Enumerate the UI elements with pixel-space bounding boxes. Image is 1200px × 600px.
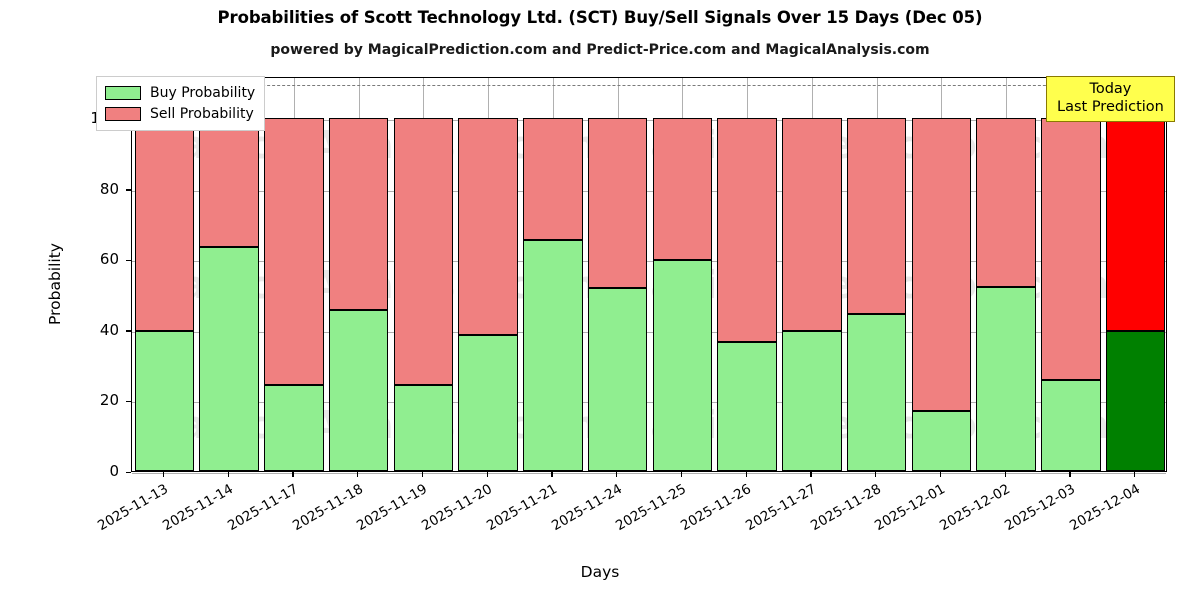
- bar-segment-buy[interactable]: [587, 288, 648, 471]
- bar-group[interactable]: [1041, 76, 1101, 471]
- bar-group[interactable]: [393, 76, 454, 471]
- bar-segment-sell[interactable]: [328, 118, 389, 311]
- x-tick-mark: [1134, 472, 1136, 477]
- bar-segment-buy[interactable]: [911, 411, 972, 471]
- bar-segment-sell[interactable]: [1105, 118, 1166, 331]
- bar-group[interactable]: [652, 76, 713, 471]
- bar-segment-buy[interactable]: [393, 385, 454, 471]
- bar-group[interactable]: [264, 76, 324, 471]
- y-axis-label: Probability: [46, 243, 64, 325]
- x-tick-mark: [551, 472, 553, 477]
- bar-group[interactable]: [911, 76, 972, 471]
- bar-segment-buy[interactable]: [846, 313, 907, 471]
- bar-segment-buy[interactable]: [134, 331, 195, 471]
- today-annotation: Today Last Prediction: [1046, 76, 1175, 122]
- y-tick-mark: [126, 400, 131, 403]
- x-tick-mark: [939, 472, 942, 477]
- y-tick-label: 60: [99, 250, 119, 269]
- bar-group[interactable]: [782, 76, 842, 471]
- reference-dashed-line: [132, 85, 1166, 87]
- bar-group[interactable]: [134, 76, 195, 471]
- x-tick-mark: [162, 472, 165, 477]
- y-tick-label: 20: [99, 391, 119, 410]
- plot-area: MagicalAnalysis.comMagicalPrediction.com…: [131, 76, 1167, 474]
- x-tick-mark: [1004, 472, 1006, 477]
- y-tick-mark: [126, 471, 131, 473]
- bar-segment-sell[interactable]: [264, 118, 324, 386]
- today-annotation-line1: Today: [1089, 81, 1132, 97]
- bar-segment-buy[interactable]: [264, 385, 324, 471]
- legend-item[interactable]: Buy Probability: [105, 82, 255, 103]
- today-annotation-line2: Last Prediction: [1057, 99, 1164, 115]
- gridline-horizontal: [132, 261, 1166, 263]
- bar-segment-buy[interactable]: [1105, 330, 1166, 471]
- plot-inner: MagicalAnalysis.comMagicalPrediction.com…: [132, 76, 1166, 474]
- legend-swatch-icon: [105, 106, 141, 121]
- y-tick-mark: [126, 330, 131, 332]
- y-tick-mark: [126, 189, 131, 191]
- bar-segment-sell[interactable]: [199, 118, 259, 248]
- gridline-horizontal: [132, 402, 1166, 404]
- x-tick-mark: [875, 472, 877, 477]
- y-tick-mark: [126, 259, 131, 262]
- bar-group[interactable]: [717, 76, 777, 471]
- bar-group[interactable]: [523, 76, 583, 471]
- bar-segment-buy[interactable]: [1041, 380, 1101, 471]
- x-axis-label: Days: [580, 563, 620, 581]
- bar-segment-sell[interactable]: [652, 118, 713, 261]
- x-tick-mark: [486, 472, 488, 477]
- gridline-horizontal: [132, 473, 1166, 474]
- bar-segment-buy[interactable]: [652, 260, 713, 471]
- bar-segment-sell[interactable]: [976, 118, 1036, 287]
- x-tick-mark: [421, 472, 424, 477]
- chart-title: Probabilities of Scott Technology Ltd. (…: [217, 8, 983, 27]
- gridline-horizontal: [132, 190, 1166, 192]
- x-tick-mark: [227, 472, 229, 477]
- bar-group[interactable]: [976, 76, 1036, 471]
- bar-segment-sell[interactable]: [911, 118, 972, 412]
- legend-item[interactable]: Sell Probability: [105, 103, 255, 124]
- bar-group[interactable]: [199, 76, 259, 471]
- bar-group[interactable]: [328, 76, 389, 471]
- bar-segment-buy[interactable]: [717, 341, 777, 471]
- bar-group[interactable]: [846, 76, 907, 471]
- legend-item-label: Buy Probability: [150, 84, 256, 101]
- chart-subtitle: powered by MagicalPrediction.com and Pre…: [270, 42, 930, 58]
- x-tick-mark: [810, 472, 812, 477]
- bar-segment-sell[interactable]: [458, 118, 518, 335]
- x-tick-mark: [616, 472, 618, 477]
- x-tick-mark: [1069, 472, 1071, 477]
- bar-segment-buy[interactable]: [976, 286, 1036, 471]
- bar-segment-sell[interactable]: [846, 118, 907, 314]
- bar-group[interactable]: [587, 76, 648, 471]
- y-tick-label: 40: [99, 320, 119, 339]
- bar-group-today[interactable]: [1105, 76, 1166, 471]
- bar-segment-sell[interactable]: [134, 118, 195, 332]
- bar-segment-sell[interactable]: [587, 118, 648, 289]
- x-tick-mark: [680, 472, 683, 477]
- chart-legend: Buy Probability Sell Probability: [96, 76, 266, 131]
- x-tick-mark: [357, 472, 359, 477]
- x-tick-mark: [745, 472, 747, 477]
- bar-segment-sell[interactable]: [782, 118, 842, 331]
- bar-segment-sell[interactable]: [1041, 118, 1101, 381]
- bar-group[interactable]: [458, 76, 518, 471]
- bar-segment-sell[interactable]: [393, 118, 454, 386]
- gridline-horizontal: [132, 331, 1166, 333]
- legend-swatch-icon: [105, 85, 141, 100]
- y-tick-label: 80: [99, 179, 119, 198]
- bar-segment-buy[interactable]: [523, 240, 583, 471]
- legend-item-label: Sell Probability: [150, 105, 254, 122]
- bar-segment-buy[interactable]: [782, 331, 842, 471]
- bar-segment-buy[interactable]: [458, 334, 518, 471]
- bar-segment-buy[interactable]: [328, 310, 389, 471]
- bar-segment-buy[interactable]: [199, 247, 259, 471]
- gridline-horizontal: [132, 120, 1166, 122]
- bar-segment-sell[interactable]: [523, 118, 583, 241]
- y-tick-label: 0: [109, 462, 119, 480]
- x-tick-mark: [292, 472, 294, 477]
- bar-segment-sell[interactable]: [717, 118, 777, 342]
